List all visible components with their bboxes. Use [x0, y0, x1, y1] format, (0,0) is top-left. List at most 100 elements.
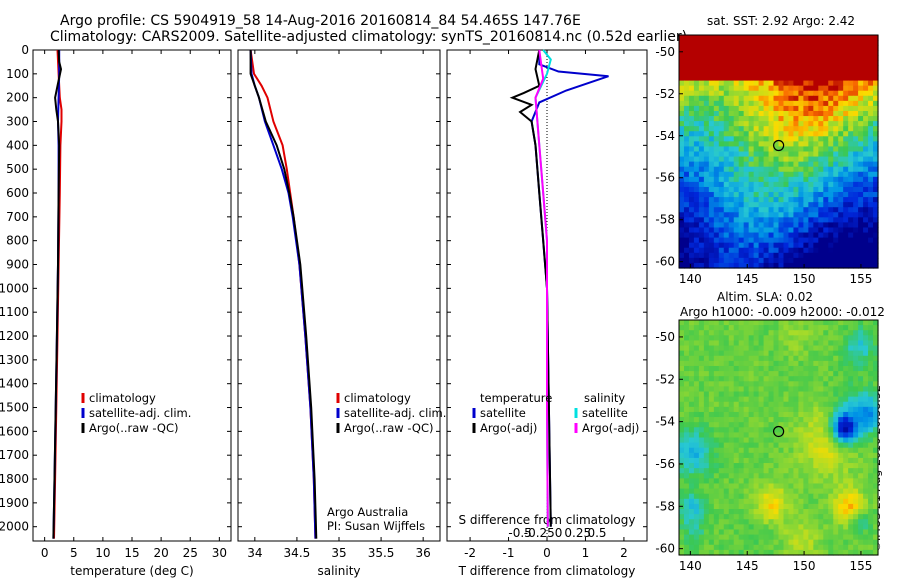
- sst-map-cell: [738, 116, 745, 122]
- sst-map-cell: [768, 80, 775, 87]
- sla-map-cell: [808, 401, 814, 408]
- sst-map-cell: [713, 166, 720, 173]
- sla-map-cell: [768, 437, 775, 444]
- sla-map-cell: [838, 503, 844, 510]
- sst-map-cell: [868, 252, 874, 259]
- sla-map-cell: [748, 529, 755, 536]
- sst-map-cell: [768, 192, 775, 198]
- sla-map-cell: [858, 350, 864, 357]
- sst-map-cell: [743, 242, 750, 249]
- sst-map-cell: [798, 232, 804, 239]
- sla-map-cell: [718, 320, 725, 326]
- sla-map-cell: [698, 483, 705, 490]
- sla-map-cell: [808, 340, 814, 347]
- sla-map-cell: [683, 442, 690, 449]
- sst-map-cell: [763, 171, 770, 178]
- sst-map-cell: [808, 171, 814, 178]
- sst-map-cell: [843, 146, 849, 153]
- sst-map-cell: [768, 247, 775, 254]
- sla-map-cell: [688, 529, 695, 536]
- sla-map-cell: [768, 483, 775, 490]
- sla-map-cell: [728, 381, 735, 388]
- sla-map-cell: [679, 427, 685, 433]
- sst-map-cell: [743, 222, 750, 229]
- sst-map-cell: [743, 65, 750, 72]
- sst-map-cell: [858, 156, 864, 163]
- sst-map-cell: [853, 181, 859, 188]
- sst-map-cell: [738, 126, 745, 132]
- sst-map-cell: [828, 176, 834, 183]
- sla-map-cell: [693, 401, 700, 408]
- sst-map-cell: [703, 181, 710, 188]
- sst-map-cell: [803, 35, 809, 41]
- sla-map-cell: [863, 391, 869, 398]
- sst-map-cell: [768, 141, 775, 148]
- sla-map-cell: [863, 330, 869, 336]
- sla-map-cell: [853, 514, 859, 520]
- sla-map-cell: [843, 473, 849, 479]
- sst-map-cell: [798, 146, 804, 153]
- sla-map-cell: [853, 463, 859, 469]
- sst-map-cell: [798, 131, 804, 137]
- sst-map-cell: [808, 257, 814, 264]
- sst-map-cell: [783, 65, 790, 72]
- sst-map-cell: [843, 156, 849, 163]
- sla-map-cell: [768, 503, 775, 510]
- sla-map-cell: [763, 427, 770, 433]
- sst-map-cell: [828, 212, 834, 218]
- sst-map-cell: [723, 202, 730, 208]
- sst-map-cell: [858, 247, 864, 254]
- sst-map-cell: [733, 161, 740, 168]
- sla-map-cell: [848, 422, 854, 428]
- sst-map-cell: [853, 131, 859, 137]
- sla-map-cell: [803, 355, 809, 362]
- sla-map-cell: [798, 432, 804, 439]
- sla-map-cell: [803, 437, 809, 444]
- sla-map-cell: [803, 478, 809, 485]
- sst-map-cell: [803, 252, 809, 259]
- sla-map-cell: [828, 544, 834, 551]
- sla-map-cell: [838, 350, 844, 357]
- sla-map-cell: [748, 519, 755, 525]
- sst-map-cell: [733, 40, 740, 46]
- difference-legend-label: satellite: [582, 406, 628, 420]
- sst-map-cell: [728, 237, 735, 244]
- sla-map-cell: [788, 503, 795, 510]
- sst-map-cell: [688, 237, 695, 244]
- sst-map-cell: [688, 55, 695, 61]
- sst-map-cell: [688, 121, 695, 127]
- sst-map-cell: [833, 207, 839, 213]
- sst-map-cell: [838, 95, 844, 102]
- sla-map-cell: [713, 498, 720, 505]
- sla-map-cell: [683, 514, 690, 520]
- sla-map-cell: [858, 498, 864, 505]
- sst-map-cell: [693, 60, 700, 66]
- sla-map-cell: [703, 335, 710, 342]
- sla-map-cell: [818, 549, 824, 556]
- sst-map-cell: [693, 252, 700, 259]
- sla-map-cell: [763, 360, 770, 367]
- sla-map-cell: [843, 514, 849, 520]
- sst-map-cell: [698, 181, 705, 188]
- sla-map-cell: [793, 406, 799, 413]
- sst-map-cell: [708, 70, 715, 77]
- sla-map-cell: [793, 427, 799, 433]
- sla-map-cell: [693, 355, 700, 362]
- sst-map-cell: [788, 242, 795, 249]
- sst-map-cell: [798, 181, 804, 188]
- sst-map-cell: [733, 247, 740, 254]
- sla-map-cell: [679, 417, 685, 423]
- sst-map-cell: [693, 95, 700, 102]
- sst-map-cell: [773, 156, 780, 163]
- sla-map-cell: [743, 498, 750, 505]
- sla-map-cell: [753, 391, 760, 398]
- sst-map-cell: [813, 126, 819, 132]
- sla-map-cell: [793, 503, 799, 510]
- sst-map-cell: [713, 202, 720, 208]
- sst-map-cell: [803, 156, 809, 163]
- sla-map-cell: [693, 391, 700, 398]
- sla-map-cell: [773, 345, 780, 352]
- sla-map-cell: [688, 463, 695, 469]
- sst-map-cell: [733, 202, 740, 208]
- sst-map-cell: [748, 131, 755, 137]
